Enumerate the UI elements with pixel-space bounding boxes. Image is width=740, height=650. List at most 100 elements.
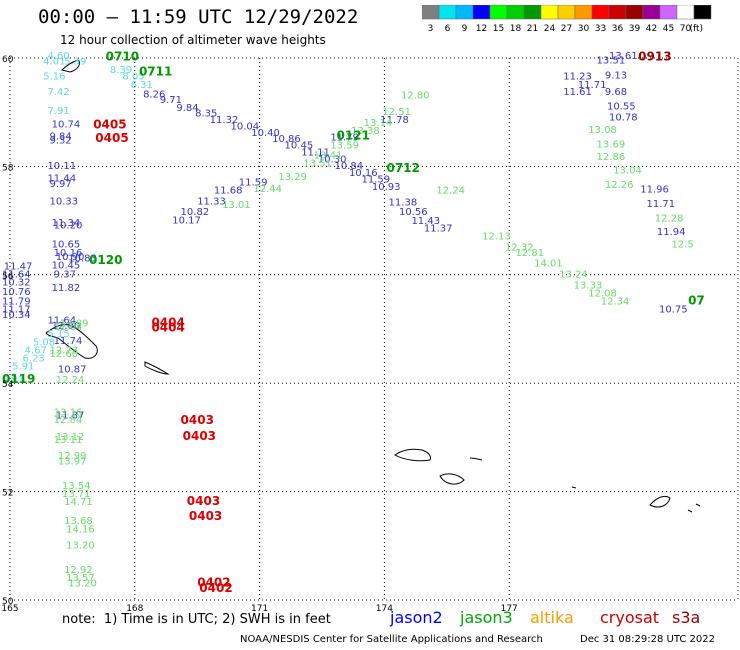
wave-height-label: 5.16 bbox=[43, 72, 65, 83]
wave-height-label: 11.44 bbox=[47, 174, 76, 185]
track-time-label: 0402 bbox=[199, 581, 232, 595]
wave-height-label: 12.08 bbox=[588, 288, 617, 299]
island-small-2 bbox=[394, 448, 431, 462]
wave-height-label: 8.05 bbox=[122, 72, 144, 83]
scale-label: 24 bbox=[544, 24, 556, 33]
scale-label: 18 bbox=[510, 24, 522, 33]
coastline bbox=[45, 59, 701, 513]
wave-height-label: 5.15 bbox=[47, 329, 69, 340]
wave-height-label: 10.65 bbox=[52, 240, 81, 251]
island-small-4 bbox=[649, 495, 671, 508]
scale-label: 3 bbox=[428, 24, 434, 33]
wave-height-label: 13.89 bbox=[60, 318, 89, 329]
wave-height-label: 6.23 bbox=[22, 354, 44, 365]
wave-height-label: 11.17 bbox=[2, 305, 31, 316]
wave-height-label: 12.60 bbox=[50, 349, 79, 360]
scale-label: 9 bbox=[462, 24, 468, 33]
wave-height-label: 10.32 bbox=[2, 278, 31, 289]
wave-height-label: 5.81 bbox=[2, 375, 24, 386]
island-small-7 bbox=[687, 503, 701, 513]
wave-height-label: 10.45 bbox=[52, 260, 81, 271]
island-small-6 bbox=[571, 486, 577, 489]
wave-height-label: 14.01 bbox=[534, 259, 563, 270]
track-time-label: 0403 bbox=[183, 429, 216, 443]
wave-height-label: 8.35 bbox=[195, 109, 217, 120]
wave-height-label: 13.51 bbox=[597, 55, 626, 66]
wave-height-label: 11.59 bbox=[362, 175, 391, 186]
wave-height-label: 12.64 bbox=[54, 322, 83, 333]
wave-height-label: 11.87 bbox=[56, 410, 85, 421]
wave-height-label: 13.01 bbox=[222, 200, 251, 211]
lat-tick-label: 58 bbox=[2, 163, 14, 173]
track-time-label: 0712 bbox=[386, 161, 419, 175]
wave-height-label: 11.74 bbox=[54, 336, 83, 347]
wave-height-label: 10.56 bbox=[399, 207, 428, 218]
legend-altika: altika bbox=[530, 608, 574, 627]
lat-tick-label: 60 bbox=[2, 55, 14, 65]
wave-height-label: 10.45 bbox=[285, 141, 314, 152]
wave-height-label: 13.08 bbox=[588, 125, 617, 136]
wave-height-label: 13.11 bbox=[54, 435, 83, 446]
wave-height-label: 10.11 bbox=[47, 161, 76, 172]
track-time-label: 0405 bbox=[93, 117, 126, 131]
wave-height-label: 10.93 bbox=[372, 182, 401, 193]
wave-height-label: 13.71 bbox=[62, 489, 91, 500]
island-alaska-peninsula bbox=[45, 323, 98, 359]
track-time-label: 0403 bbox=[187, 494, 220, 508]
track-time-label: 0403 bbox=[189, 509, 222, 523]
wave-height-label: 13.59 bbox=[330, 141, 359, 152]
wave-height-label: 13.29 bbox=[278, 172, 307, 183]
wave-height-label: 11.37 bbox=[424, 223, 453, 234]
wave-height-label: 12.86 bbox=[597, 152, 626, 163]
track-time-label: 0404 bbox=[151, 321, 184, 335]
scale-unit: (ft) bbox=[689, 24, 703, 33]
scale-label: 6 bbox=[445, 24, 451, 33]
wave-height-label: 5.39 bbox=[64, 57, 86, 68]
wave-height-label: 13.12 bbox=[56, 432, 85, 443]
wave-height-label: 12.44 bbox=[253, 184, 282, 195]
wave-height-label: 14.71 bbox=[64, 497, 93, 508]
wave-height-label: 10.74 bbox=[52, 119, 81, 130]
wave-height-label: 11.23 bbox=[563, 72, 592, 83]
wave-height-label: 10.90 bbox=[56, 252, 85, 263]
scale-label: 30 bbox=[578, 24, 590, 33]
wave-height-label: 7.42 bbox=[47, 87, 69, 98]
scale-label: 42 bbox=[646, 24, 657, 33]
wave-height-label: 13.57 bbox=[66, 573, 95, 584]
wave-height-label: 9.84 bbox=[176, 103, 198, 114]
wave-height-label: 9.68 bbox=[605, 87, 627, 98]
wave-height-label: 11.11 bbox=[301, 148, 330, 159]
track-time-label: 0403 bbox=[181, 413, 214, 427]
scale-label: 70 bbox=[680, 24, 692, 33]
wave-height-label: 11.61 bbox=[563, 87, 592, 98]
wave-height-label: 10.83 bbox=[68, 253, 97, 264]
wave-height-label: 13.38 bbox=[351, 126, 380, 137]
wave-height-label: 11.32 bbox=[210, 115, 239, 126]
wave-height-label: 9.13 bbox=[605, 71, 627, 82]
lat-tick-label: 54 bbox=[2, 380, 14, 390]
wave-height-label: 12.13 bbox=[482, 232, 511, 243]
scale-label: 27 bbox=[561, 24, 572, 33]
wave-height-label: 12.81 bbox=[515, 248, 544, 259]
lat-tick-label: 56 bbox=[2, 272, 14, 282]
track-time-label: 0405 bbox=[95, 131, 128, 145]
wave-height-label: 13.54 bbox=[62, 481, 91, 492]
wave-height-label: 13.97 bbox=[58, 457, 87, 468]
track-time-label: 0710 bbox=[106, 50, 139, 64]
lat-tick-label: 50 bbox=[2, 597, 14, 607]
footer-note: note: 1) Time is in UTC; 2) SWH is in fe… bbox=[62, 612, 331, 627]
lon-tick-label: 165 bbox=[1, 604, 18, 614]
wave-height-label: 12.73 bbox=[50, 345, 79, 356]
scale-label: 15 bbox=[493, 24, 504, 33]
legend-jason3: jason3 bbox=[460, 608, 513, 627]
wave-height-color-scale: 3 6 9 12 15 18 21 24 27 30 33 36 39 42 45 70(ft) bbox=[422, 5, 712, 33]
wave-height-label: 10.82 bbox=[181, 207, 210, 218]
wave-height-label: 13.51 bbox=[303, 158, 332, 169]
wave-height-label: 12.34 bbox=[601, 297, 630, 308]
wave-height-label: 8.39 bbox=[110, 65, 132, 76]
wave-height-label: 11.43 bbox=[411, 216, 440, 227]
wave-height-label: 12.24 bbox=[56, 375, 85, 386]
wave-height-label: 12.84 bbox=[54, 415, 83, 426]
wave-height-label: 5.08 bbox=[33, 337, 55, 348]
